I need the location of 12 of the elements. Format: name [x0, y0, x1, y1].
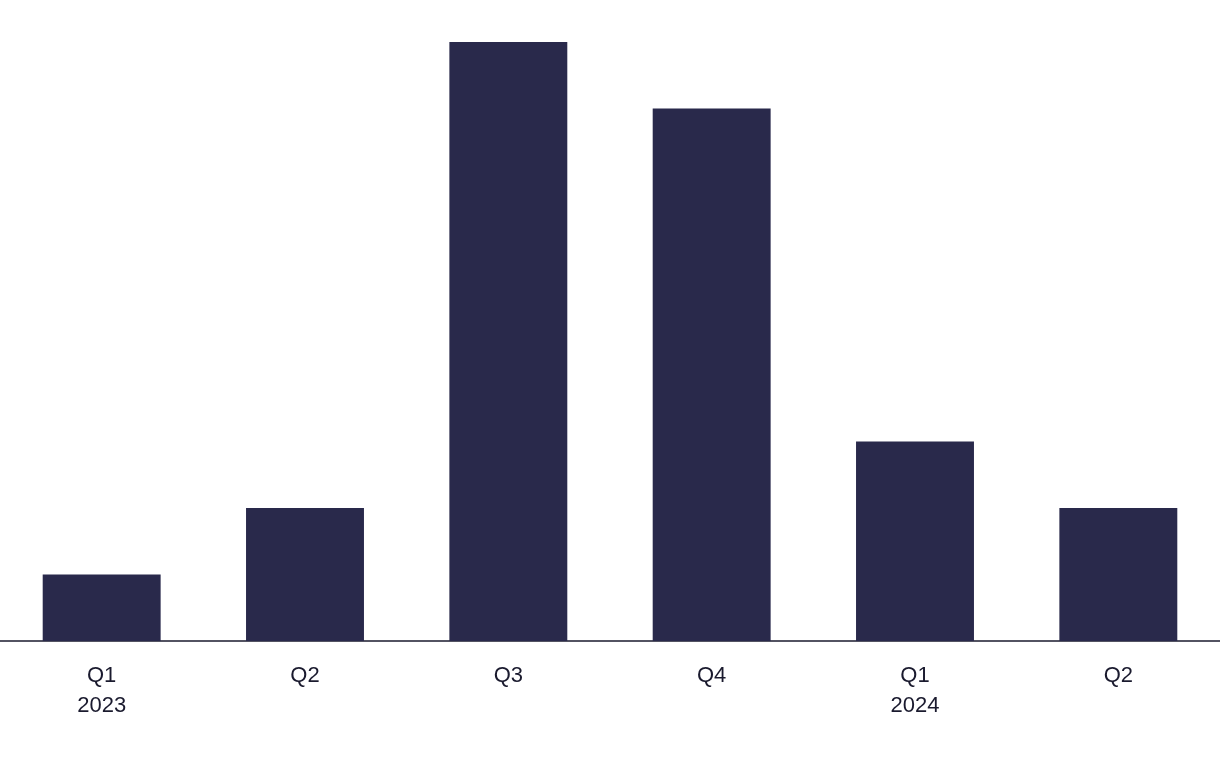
x-tick-label: Q2: [290, 661, 320, 687]
bar: [42, 574, 161, 641]
bar: [246, 508, 364, 641]
x-tick-label: Q2: [1103, 661, 1134, 687]
bar: [449, 42, 568, 641]
x-tick-label: Q1 2023: [77, 661, 127, 717]
x-tick-label: Q1 2024: [890, 661, 940, 717]
x-tick-label: Q3: [493, 661, 524, 687]
bar: [856, 441, 974, 641]
bar: [1059, 508, 1178, 641]
x-tick-label: Q4: [696, 661, 727, 687]
bar: [652, 108, 771, 641]
